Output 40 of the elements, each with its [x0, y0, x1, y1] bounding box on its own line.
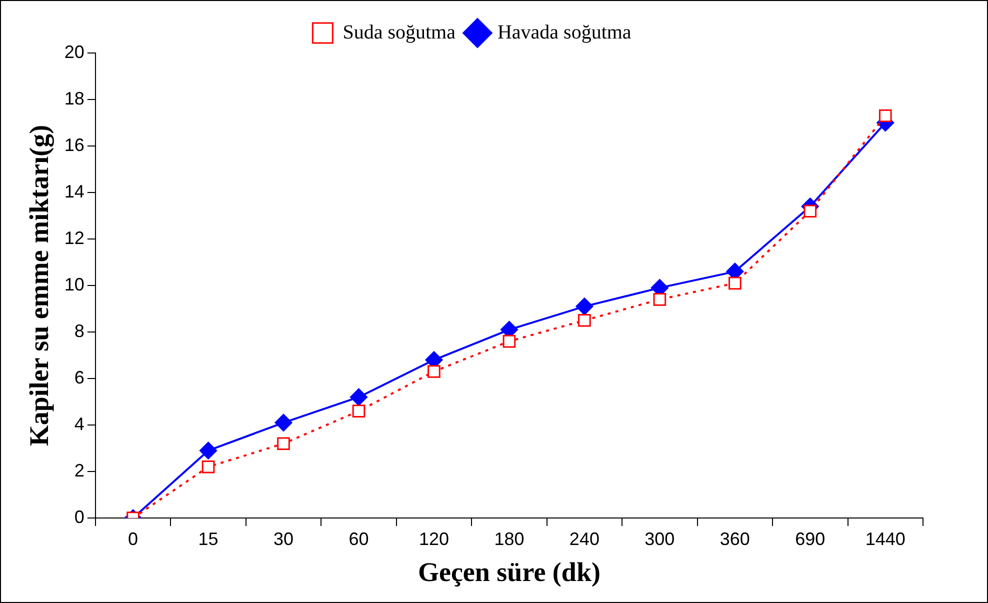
point [352, 404, 366, 418]
y-tick-label: 14 [64, 181, 84, 202]
point [200, 442, 218, 460]
point [502, 334, 516, 348]
y-tick-label: 2 [74, 460, 84, 480]
x-tick-label: 300 [644, 528, 675, 549]
y-tick-label: 16 [64, 134, 84, 155]
x-tick-label: 120 [418, 528, 449, 549]
y-tick-label: 18 [64, 88, 84, 108]
point [428, 365, 440, 378]
y-axis-title: Kapiler su emme miktarı(g) [24, 124, 54, 446]
y-tick-label: 6 [74, 367, 84, 388]
point [277, 437, 290, 450]
y-tick-label: 12 [64, 228, 84, 248]
x-tick-label: 15 [198, 528, 218, 549]
legend-label: Havada soğutma [497, 21, 632, 44]
y-tick-label: 10 [64, 274, 84, 294]
y-tick-label: 20 [64, 42, 84, 62]
legend-label: Suda soğutma [342, 21, 456, 44]
point [878, 109, 892, 122]
x-tick-label: 690 [795, 528, 826, 549]
point [576, 298, 594, 316]
x-tick-label: 30 [273, 528, 294, 549]
point [653, 293, 666, 306]
point [202, 460, 215, 474]
point [578, 314, 591, 327]
y-tick-label: 4 [74, 414, 84, 434]
y-tick-label: 8 [74, 320, 84, 341]
x-tick-label: 60 [348, 528, 369, 549]
x-tick-label: 240 [569, 528, 600, 549]
point [274, 414, 292, 432]
point [728, 276, 742, 290]
x-tick-label: 1440 [865, 528, 906, 549]
point [804, 204, 817, 218]
x-axis-title: Geçen süre (dk) [418, 556, 600, 587]
x-tick-label: 180 [494, 528, 524, 549]
x-tick-label: 0 [128, 528, 138, 549]
x-tick-label: 360 [720, 528, 750, 549]
y-tick-label: 0 [74, 506, 84, 527]
point [350, 388, 368, 406]
